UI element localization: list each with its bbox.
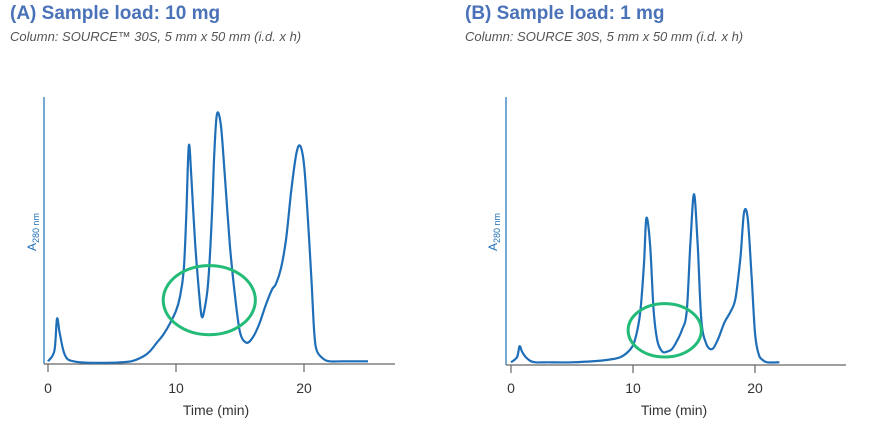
y-axis-title-b: A280 nm — [486, 213, 502, 251]
x-tick-label-b-0: 0 — [507, 380, 515, 396]
x-tick-label-a-20: 20 — [296, 380, 312, 396]
y-axis-title-sub-b: 280 nm — [492, 213, 502, 243]
highlight-ellipse-b — [626, 302, 703, 359]
x-tick-label-a-10: 10 — [168, 380, 184, 396]
chart-b-svg: 0 10 20 Time (min) A280 nm — [486, 97, 846, 418]
y-axis-title-main-b: A — [486, 243, 500, 251]
chart-a-svg: 0 10 20 Time (min) A280 nm — [25, 97, 395, 418]
y-axis-title-main-a: A — [25, 243, 39, 251]
y-axis-title-sub-a: 280 nm — [31, 213, 41, 243]
chart-title-b: (B) Sample load: 1 mg — [465, 3, 665, 24]
chromatogram-line-a-0 — [47, 111, 368, 364]
y-axis-title-a: A280 nm — [25, 213, 41, 251]
chart-title-a: (A) Sample load: 10 mg — [10, 3, 221, 24]
chromatogram-line-b-0 — [510, 193, 780, 364]
x-tick-label-b-20: 20 — [747, 380, 763, 396]
chart-subtitle-a: Column: SOURCE™ 30S, 5 mm x 50 mm (i.d. … — [10, 29, 302, 44]
x-axis-title-a: Time (min) — [183, 402, 249, 418]
x-axis-title-b: Time (min) — [641, 402, 707, 418]
x-tick-label-b-10: 10 — [625, 380, 641, 396]
chart-subtitle-b: Column: SOURCE 30S, 5 mm x 50 mm (i.d. x… — [465, 29, 744, 44]
highlight-ellipse-a — [161, 264, 257, 337]
chart-panel-b: (B) Sample load: 1 mg Column: SOURCE 30S… — [444, 0, 888, 437]
chart-panel-a: (A) Sample load: 10 mg Column: SOURCE™ 3… — [10, 3, 395, 418]
x-tick-label-a-0: 0 — [44, 380, 52, 396]
